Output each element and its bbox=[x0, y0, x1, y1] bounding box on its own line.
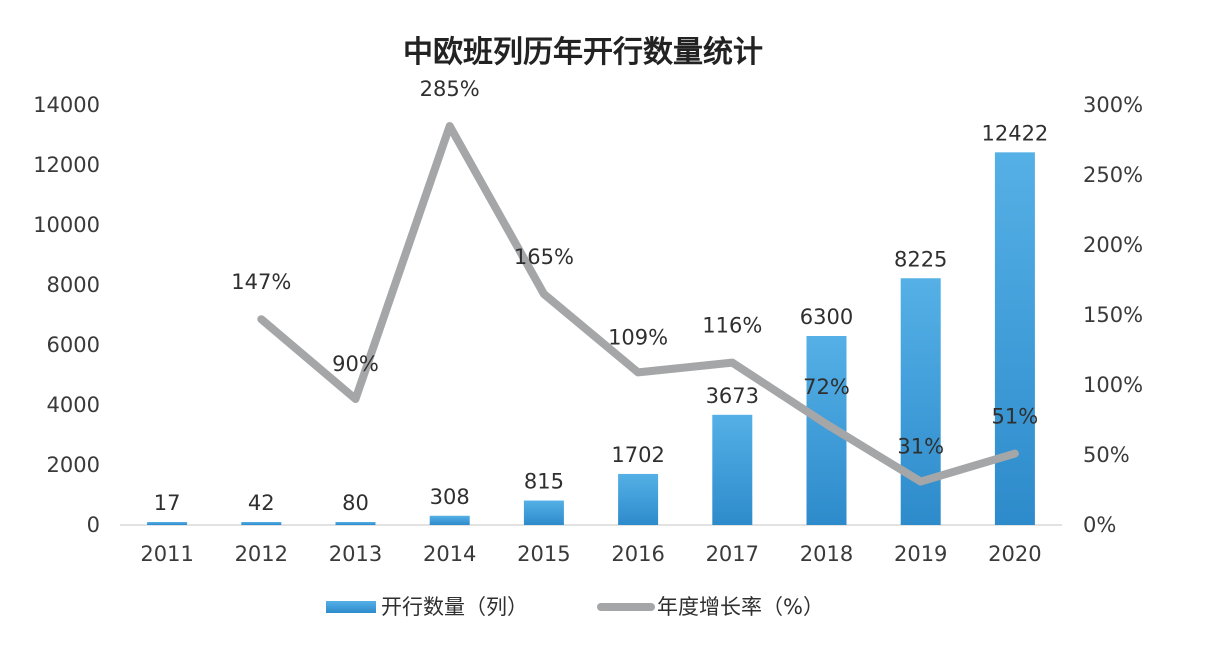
x-axis-tick-label: 2014 bbox=[423, 542, 476, 566]
growth-rate-line bbox=[257, 122, 1019, 486]
right-axis-tick-label: 50% bbox=[1083, 443, 1130, 467]
legend-label-line: 年度增长率（%） bbox=[657, 595, 824, 619]
legend-label-bar: 开行数量（列） bbox=[381, 595, 528, 619]
bar-2011 bbox=[147, 522, 188, 525]
growth-rate-label: 31% bbox=[897, 435, 944, 459]
bar-value-label: 815 bbox=[524, 470, 564, 494]
bar-2015 bbox=[523, 500, 564, 525]
left-axis-tick-label: 10000 bbox=[33, 213, 100, 237]
right-axis-tick-label: 200% bbox=[1083, 233, 1143, 257]
line-data-labels: 147% 90% 285% 165% 109% 116% 72% 31% 51% bbox=[231, 77, 1038, 459]
left-axis-tick-label: 4000 bbox=[47, 393, 100, 417]
growth-rate-label: 72% bbox=[803, 375, 850, 399]
left-axis-tick-label: 0 bbox=[87, 513, 100, 537]
bar-2016 bbox=[618, 473, 659, 525]
bar-2014 bbox=[429, 515, 470, 525]
bar-value-label: 308 bbox=[430, 485, 470, 509]
growth-rate-label: 285% bbox=[420, 77, 480, 101]
legend: 开行数量（列） 年度增长率（%） bbox=[326, 595, 824, 619]
right-axis-tick-label: 150% bbox=[1083, 303, 1143, 327]
bar-value-label: 17 bbox=[154, 491, 181, 515]
bar-value-label: 6300 bbox=[800, 305, 853, 329]
right-axis-tick-label: 300% bbox=[1083, 93, 1143, 117]
legend-swatch-bar bbox=[326, 601, 376, 613]
bar-2013 bbox=[335, 522, 376, 525]
growth-rate-label: 116% bbox=[702, 314, 762, 338]
left-axis-tick-label: 6000 bbox=[47, 333, 100, 357]
x-axis-tick-label: 2020 bbox=[988, 542, 1041, 566]
growth-rate-label: 90% bbox=[332, 352, 379, 376]
x-axis-tick-label: 2017 bbox=[706, 542, 759, 566]
bar-2017 bbox=[712, 414, 753, 525]
right-axis-tick-label: 0% bbox=[1083, 513, 1116, 537]
right-axis: 0% 50% 100% 150% 200% 250% 300% bbox=[1083, 93, 1143, 537]
x-axis-tick-label: 2016 bbox=[611, 542, 664, 566]
bar-value-label: 42 bbox=[248, 491, 275, 515]
right-axis-tick-label: 250% bbox=[1083, 163, 1143, 187]
left-axis-tick-label: 8000 bbox=[47, 273, 100, 297]
x-axis-tick-label: 2013 bbox=[329, 542, 382, 566]
x-axis-tick-label: 2019 bbox=[894, 542, 947, 566]
x-axis-tick-label: 2018 bbox=[800, 542, 853, 566]
bar-value-label: 80 bbox=[342, 491, 369, 515]
growth-rate-label: 165% bbox=[514, 245, 574, 269]
x-axis-tick-label: 2011 bbox=[140, 542, 193, 566]
x-axis: 2011 2012 2013 2014 2015 2016 2017 2018 2019 2020 bbox=[140, 542, 1041, 566]
left-axis-tick-label: 2000 bbox=[47, 453, 100, 477]
right-axis-tick-label: 100% bbox=[1083, 373, 1143, 397]
bar-value-label: 3673 bbox=[706, 384, 759, 408]
bar-value-label: 8225 bbox=[894, 247, 947, 271]
left-axis: 0 2000 4000 6000 8000 10000 12000 14000 bbox=[33, 93, 100, 537]
bar-value-label: 1702 bbox=[611, 443, 664, 467]
bar-data-labels: 17 42 80 308 815 1702 3673 6300 8225 12422 bbox=[154, 121, 1049, 515]
left-axis-tick-label: 12000 bbox=[33, 153, 100, 177]
x-axis-tick-label: 2015 bbox=[517, 542, 570, 566]
bar-2012 bbox=[241, 522, 282, 525]
bar-2019 bbox=[900, 278, 941, 525]
bar-value-label: 12422 bbox=[981, 121, 1048, 145]
growth-rate-label: 109% bbox=[608, 325, 668, 349]
line-series bbox=[257, 122, 1019, 486]
growth-rate-label: 147% bbox=[231, 270, 291, 294]
bar-2020 bbox=[994, 152, 1035, 525]
chart-title: 中欧班列历年开行数量统计 bbox=[403, 35, 763, 70]
x-axis-tick-label: 2012 bbox=[235, 542, 288, 566]
left-axis-tick-label: 14000 bbox=[33, 93, 100, 117]
growth-rate-label: 51% bbox=[992, 405, 1039, 429]
